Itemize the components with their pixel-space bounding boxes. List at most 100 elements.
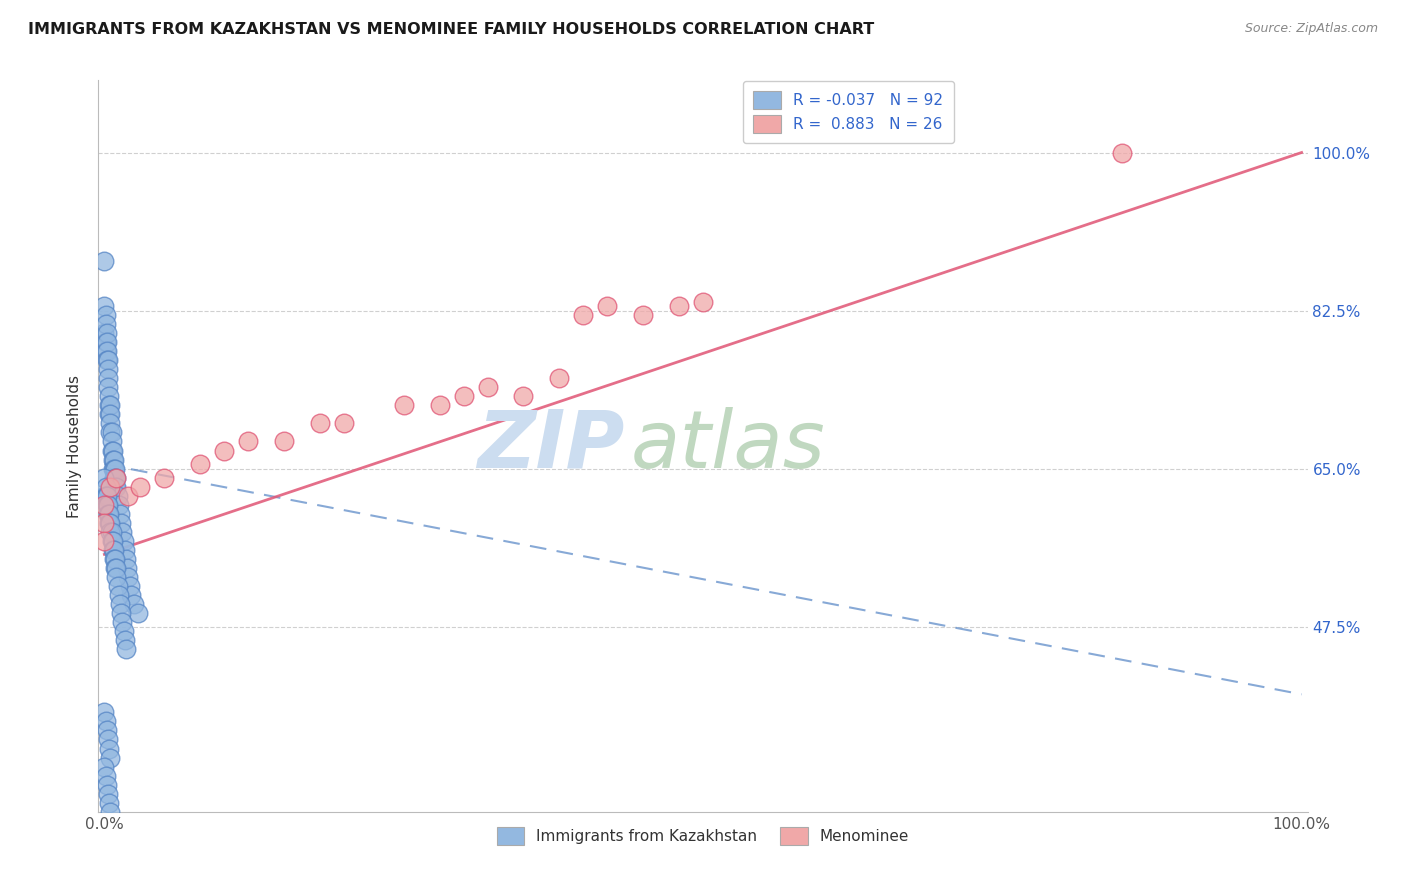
- Point: [105, 470, 128, 484]
- Point: [100, 524, 122, 539]
- Point: [93, 759, 115, 773]
- Point: [96, 723, 118, 738]
- Point: [100, 408, 122, 422]
- Point: [117, 489, 139, 503]
- Point: [236, 434, 259, 449]
- Point: [93, 326, 115, 340]
- Text: atlas: atlas: [630, 407, 825, 485]
- Point: [94, 714, 117, 729]
- Text: Source: ZipAtlas.com: Source: ZipAtlas.com: [1244, 22, 1378, 36]
- Point: [94, 489, 117, 503]
- Point: [101, 443, 124, 458]
- Point: [111, 524, 134, 539]
- Point: [100, 425, 122, 440]
- Point: [100, 533, 122, 548]
- Point: [105, 570, 128, 584]
- Point: [188, 457, 211, 471]
- Point: [153, 470, 176, 484]
- Point: [103, 542, 125, 557]
- Point: [98, 516, 121, 530]
- Point: [105, 480, 128, 494]
- Point: [1111, 145, 1133, 160]
- Point: [103, 552, 125, 566]
- Point: [104, 480, 127, 494]
- Point: [98, 389, 121, 403]
- Point: [112, 624, 135, 639]
- Point: [100, 398, 122, 412]
- Point: [93, 706, 115, 720]
- Point: [453, 389, 475, 403]
- Point: [103, 461, 125, 475]
- Point: [94, 317, 117, 331]
- Point: [668, 299, 690, 313]
- Point: [115, 561, 138, 575]
- Point: [97, 498, 120, 512]
- Point: [104, 461, 127, 475]
- Point: [103, 470, 125, 484]
- Point: [114, 542, 136, 557]
- Point: [309, 417, 332, 431]
- Point: [100, 516, 122, 530]
- Point: [477, 380, 499, 394]
- Point: [93, 253, 115, 268]
- Point: [107, 579, 129, 593]
- Point: [105, 470, 128, 484]
- Point: [429, 398, 451, 412]
- Point: [104, 561, 127, 575]
- Point: [96, 326, 118, 340]
- Point: [124, 597, 146, 611]
- Point: [129, 480, 152, 494]
- Point: [94, 769, 117, 783]
- Point: [100, 434, 122, 449]
- Point: [97, 787, 120, 801]
- Point: [118, 579, 141, 593]
- Point: [96, 498, 118, 512]
- Point: [692, 294, 714, 309]
- Point: [107, 489, 129, 503]
- Point: [97, 507, 120, 521]
- Point: [98, 507, 121, 521]
- Point: [100, 750, 122, 764]
- Point: [98, 796, 121, 810]
- Legend: Immigrants from Kazakhstan, Menominee: Immigrants from Kazakhstan, Menominee: [486, 816, 920, 855]
- Point: [97, 353, 120, 368]
- Point: [101, 461, 124, 475]
- Point: [100, 805, 122, 819]
- Point: [101, 452, 124, 467]
- Point: [100, 425, 122, 440]
- Point: [93, 516, 115, 530]
- Text: IMMIGRANTS FROM KAZAKHSTAN VS MENOMINEE FAMILY HOUSEHOLDS CORRELATION CHART: IMMIGRANTS FROM KAZAKHSTAN VS MENOMINEE …: [28, 22, 875, 37]
- Text: ZIP: ZIP: [477, 407, 624, 485]
- Point: [97, 732, 120, 747]
- Point: [273, 434, 295, 449]
- Point: [110, 606, 132, 620]
- Point: [101, 533, 124, 548]
- Point: [93, 489, 115, 503]
- Point: [100, 417, 122, 431]
- Point: [98, 741, 121, 756]
- Point: [104, 552, 127, 566]
- Point: [98, 408, 121, 422]
- Point: [115, 552, 138, 566]
- Point: [94, 308, 117, 322]
- Point: [101, 542, 124, 557]
- Point: [212, 443, 235, 458]
- Point: [392, 398, 415, 412]
- Point: [100, 480, 122, 494]
- Point: [97, 362, 120, 376]
- Point: [100, 524, 122, 539]
- Point: [117, 570, 139, 584]
- Point: [572, 308, 595, 322]
- Point: [96, 489, 118, 503]
- Point: [96, 335, 118, 350]
- Point: [103, 452, 125, 467]
- Point: [512, 389, 534, 403]
- Point: [96, 778, 118, 792]
- Point: [94, 344, 117, 359]
- Point: [97, 371, 120, 385]
- Point: [94, 335, 117, 350]
- Point: [631, 308, 654, 322]
- Point: [98, 398, 121, 412]
- Point: [548, 371, 571, 385]
- Point: [108, 507, 131, 521]
